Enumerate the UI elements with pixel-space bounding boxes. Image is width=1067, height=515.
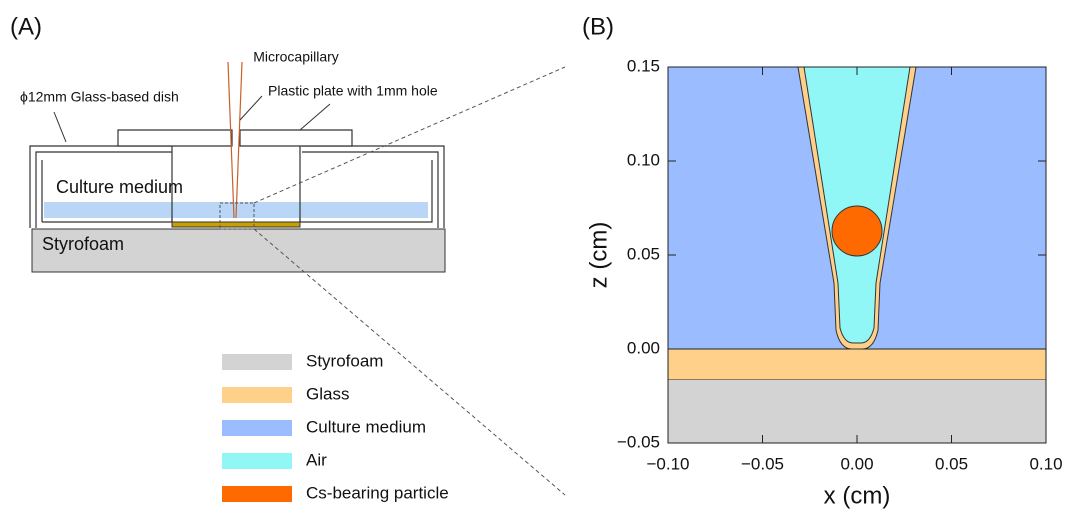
legend-label: Air xyxy=(306,450,327,469)
panel-label: (A) xyxy=(10,13,42,40)
legend-swatch xyxy=(222,420,292,436)
microcapillary-label: Microcapillary xyxy=(253,49,339,65)
y-tick-label: 0.00 xyxy=(627,338,660,357)
x-tick-label: 0.10 xyxy=(1029,454,1062,473)
panel-label: (B) xyxy=(582,13,614,40)
legend-label: Glass xyxy=(306,384,349,403)
x-tick-label: 0.00 xyxy=(840,454,873,473)
y-tick-label: 0.10 xyxy=(627,150,660,169)
x-tick-label: 0.05 xyxy=(935,454,968,473)
legend-swatch xyxy=(222,486,292,502)
y-tick-label: 0.15 xyxy=(627,56,660,75)
plastic-plate xyxy=(118,130,352,146)
legend: Styrofoam Glass Culture medium Air Cs-bearin… xyxy=(222,351,449,502)
medium-label: Culture medium xyxy=(56,177,183,197)
legend-swatch xyxy=(222,354,292,370)
styrofoam-label: Styrofoam xyxy=(42,234,124,254)
dish-label: ϕ12mm Glass-based dish xyxy=(20,89,179,105)
plate-label: Plastic plate with 1mm hole xyxy=(268,83,438,99)
x-tick-label: −0.05 xyxy=(741,454,784,473)
figure: (A) Styrofoam Microcapillary ϕ12mm Glass… xyxy=(0,0,1067,515)
y-tick-label: −0.05 xyxy=(617,432,660,451)
glass-region xyxy=(668,349,1046,380)
y-axis-label: z (cm) xyxy=(585,222,612,289)
styrofoam-region xyxy=(668,380,1046,443)
glass-bottom xyxy=(172,222,300,227)
legend-label: Cs-bearing particle xyxy=(306,483,449,502)
x-tick-label: −0.10 xyxy=(646,454,689,473)
x-axis-label: x (cm) xyxy=(824,482,891,509)
legend-label: Styrofoam xyxy=(306,351,383,370)
cs-particle xyxy=(832,206,882,256)
legend-swatch xyxy=(222,387,292,403)
page: {"panel_a": {"label": "(A)", "microcapil… xyxy=(0,0,1067,515)
legend-swatch xyxy=(222,453,292,469)
y-tick-label: 0.05 xyxy=(627,244,660,263)
legend-label: Culture medium xyxy=(306,417,426,436)
